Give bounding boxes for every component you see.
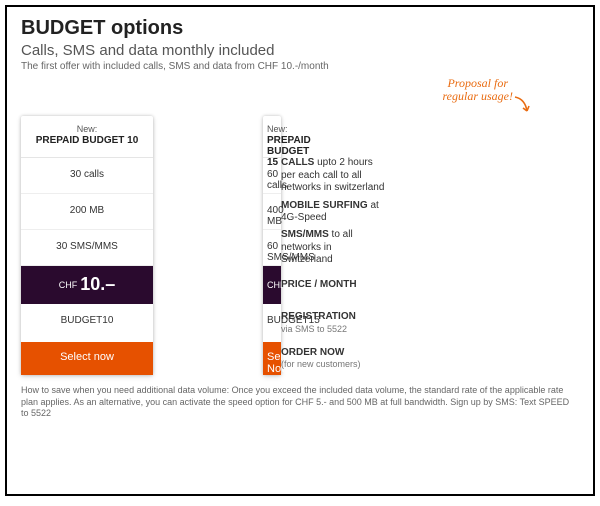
column-gap — [153, 116, 263, 375]
plan2-new-label: New: — [267, 124, 277, 134]
pricing-frame: BUDGET options Calls, SMS and data month… — [5, 5, 595, 496]
plan2-reg-code: BUDGET15 — [263, 304, 281, 342]
plan2-surf: 400 MB — [263, 194, 281, 230]
plan2-sms: 60 SMS/MMS — [263, 230, 281, 266]
plan2-select-button[interactable]: Select Now — [263, 342, 281, 375]
plan1-header: New: PREPAID BUDGET 10 — [21, 116, 153, 158]
plan1-calls: 30 calls — [21, 158, 153, 194]
plan-column-2: New: PREPAID BUDGET 15 60 calls 400 MB 6… — [263, 116, 281, 375]
plan1-new-label: New: — [25, 124, 149, 134]
row-label-calls: CALLS upto 2 hours per each call to all … — [281, 158, 391, 194]
page-title: BUDGET options — [21, 17, 579, 40]
plan2-price: CHF15.– — [263, 266, 281, 304]
row-label-price: PRICE / MONTH — [281, 266, 391, 304]
plan1-price-currency: CHF — [59, 280, 78, 290]
plan1-price-amount: 10.– — [80, 274, 115, 294]
plan1-price: CHF10.– — [21, 266, 153, 304]
plan1-select-button[interactable]: Select now — [21, 342, 153, 375]
row-label-sms: SMS/MMS to all networks in Switzerland — [281, 230, 391, 266]
proposal-line2: regular usage! — [442, 89, 513, 103]
plan2-header: New: PREPAID BUDGET 15 — [263, 116, 281, 158]
row-label-surf: MOBILE SURFING at 4G-Speed — [281, 194, 391, 230]
footnote-text: How to save when you need additional dat… — [21, 385, 579, 420]
plan1-surf: 200 MB — [21, 194, 153, 230]
plan2-calls: 60 calls — [263, 158, 281, 194]
page-note: The first offer with included calls, SMS… — [21, 61, 579, 72]
proposal-callout: Proposal for regular usage! — [442, 77, 513, 103]
pricing-table: New: PREPAID BUDGET 10 30 calls 200 MB 3… — [21, 116, 579, 375]
plan1-reg-code: BUDGET10 — [21, 304, 153, 342]
plan-column-1: New: PREPAID BUDGET 10 30 calls 200 MB 3… — [21, 116, 153, 375]
row-label-order: ORDER NOW (for new customers) — [281, 342, 391, 375]
plan1-name: PREPAID BUDGET 10 — [25, 135, 149, 146]
page-subtitle: Calls, SMS and data monthly included — [21, 42, 579, 59]
row-label-registration: REGISTRATION via SMS to 5522 — [281, 304, 391, 342]
proposal-line1: Proposal for — [447, 76, 508, 90]
plan1-sms: 30 SMS/MMS — [21, 230, 153, 266]
